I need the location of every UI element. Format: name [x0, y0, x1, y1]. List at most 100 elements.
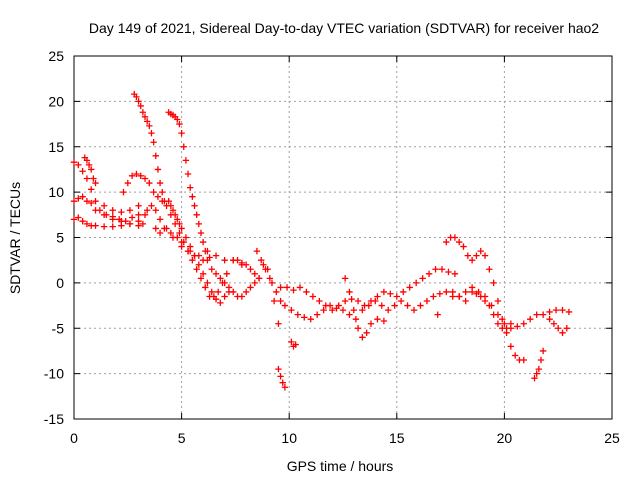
data-point	[100, 202, 108, 209]
y-tick-label: 5	[56, 230, 64, 246]
data-point	[346, 288, 353, 296]
data-point	[165, 198, 172, 205]
data-point	[79, 217, 86, 225]
data-point	[103, 211, 110, 219]
data-point	[277, 297, 284, 305]
data-point	[92, 222, 99, 229]
data-point	[292, 341, 299, 348]
data-point	[120, 188, 127, 196]
data-point	[372, 297, 379, 305]
data-point	[156, 229, 164, 237]
data-point	[174, 234, 181, 241]
series-sat-m	[288, 338, 299, 350]
data-point	[531, 374, 538, 382]
data-point	[199, 270, 207, 277]
data-point	[438, 266, 446, 273]
data-point	[563, 325, 571, 332]
data-point	[253, 247, 261, 255]
data-point	[178, 243, 185, 250]
series-sat-q	[374, 315, 388, 325]
series-sat-k	[253, 247, 282, 327]
data-point	[313, 311, 321, 318]
series-sat-p	[341, 275, 375, 341]
data-point	[90, 175, 97, 182]
data-point	[75, 195, 82, 202]
data-point	[393, 293, 400, 300]
data-point	[546, 315, 553, 323]
data-point	[214, 288, 222, 296]
data-point	[535, 365, 543, 373]
data-point	[486, 266, 493, 273]
data-point	[363, 329, 370, 336]
x-tick-label: 25	[604, 430, 620, 446]
x-tick-label: 20	[497, 430, 513, 446]
series-sat-a	[70, 193, 246, 268]
data-point	[180, 238, 187, 246]
data-point	[148, 202, 155, 209]
data-point	[520, 320, 527, 327]
data-point	[266, 275, 274, 282]
data-point	[251, 270, 258, 277]
data-point	[176, 229, 183, 237]
data-point	[184, 247, 192, 255]
data-point	[217, 299, 224, 307]
data-point	[96, 207, 104, 214]
data-point	[434, 311, 441, 318]
data-point	[281, 384, 289, 391]
data-point	[221, 293, 228, 300]
data-point	[92, 198, 99, 205]
data-point	[161, 225, 168, 232]
data-point	[341, 297, 349, 305]
data-point	[221, 279, 228, 287]
data-point	[146, 122, 153, 130]
data-point	[425, 270, 433, 277]
data-point	[329, 306, 336, 314]
data-point	[432, 266, 439, 273]
data-point	[275, 320, 282, 327]
data-point	[309, 293, 317, 300]
data-point	[212, 270, 220, 277]
data-point	[176, 220, 183, 228]
data-point	[182, 234, 190, 241]
data-point	[288, 306, 295, 314]
data-point	[191, 252, 198, 259]
data-point	[539, 311, 547, 318]
data-point	[202, 284, 209, 291]
data-point	[490, 311, 497, 318]
series-sat-n	[277, 266, 459, 314]
data-point	[255, 275, 263, 282]
data-point	[193, 266, 200, 273]
data-point	[346, 311, 353, 318]
data-point	[436, 290, 444, 297]
data-point	[290, 286, 297, 294]
x-tick-label: 15	[389, 430, 405, 446]
data-point	[477, 293, 484, 300]
data-point	[124, 179, 131, 187]
data-point	[191, 202, 198, 209]
data-point	[139, 109, 147, 116]
data-point	[238, 259, 246, 267]
data-point	[83, 157, 91, 164]
data-point	[451, 234, 459, 241]
series-sat-h	[165, 109, 263, 300]
data-point	[387, 290, 394, 297]
data-point	[152, 207, 159, 214]
x-axis-label: GPS time / hours	[287, 458, 394, 474]
data-point	[152, 152, 159, 160]
data-point	[189, 256, 196, 264]
data-point	[167, 202, 175, 209]
data-point	[537, 356, 545, 364]
series-sat-e	[100, 202, 213, 264]
y-tick-label: 20	[48, 93, 64, 109]
data-point	[339, 306, 347, 314]
data-point	[88, 166, 95, 173]
data-point	[70, 198, 78, 205]
data-point	[443, 238, 450, 246]
data-point	[307, 315, 314, 323]
data-point	[559, 329, 566, 336]
data-point	[126, 207, 134, 214]
data-point	[70, 216, 78, 223]
data-point	[443, 288, 450, 296]
data-point	[380, 288, 388, 296]
data-point	[204, 256, 211, 264]
